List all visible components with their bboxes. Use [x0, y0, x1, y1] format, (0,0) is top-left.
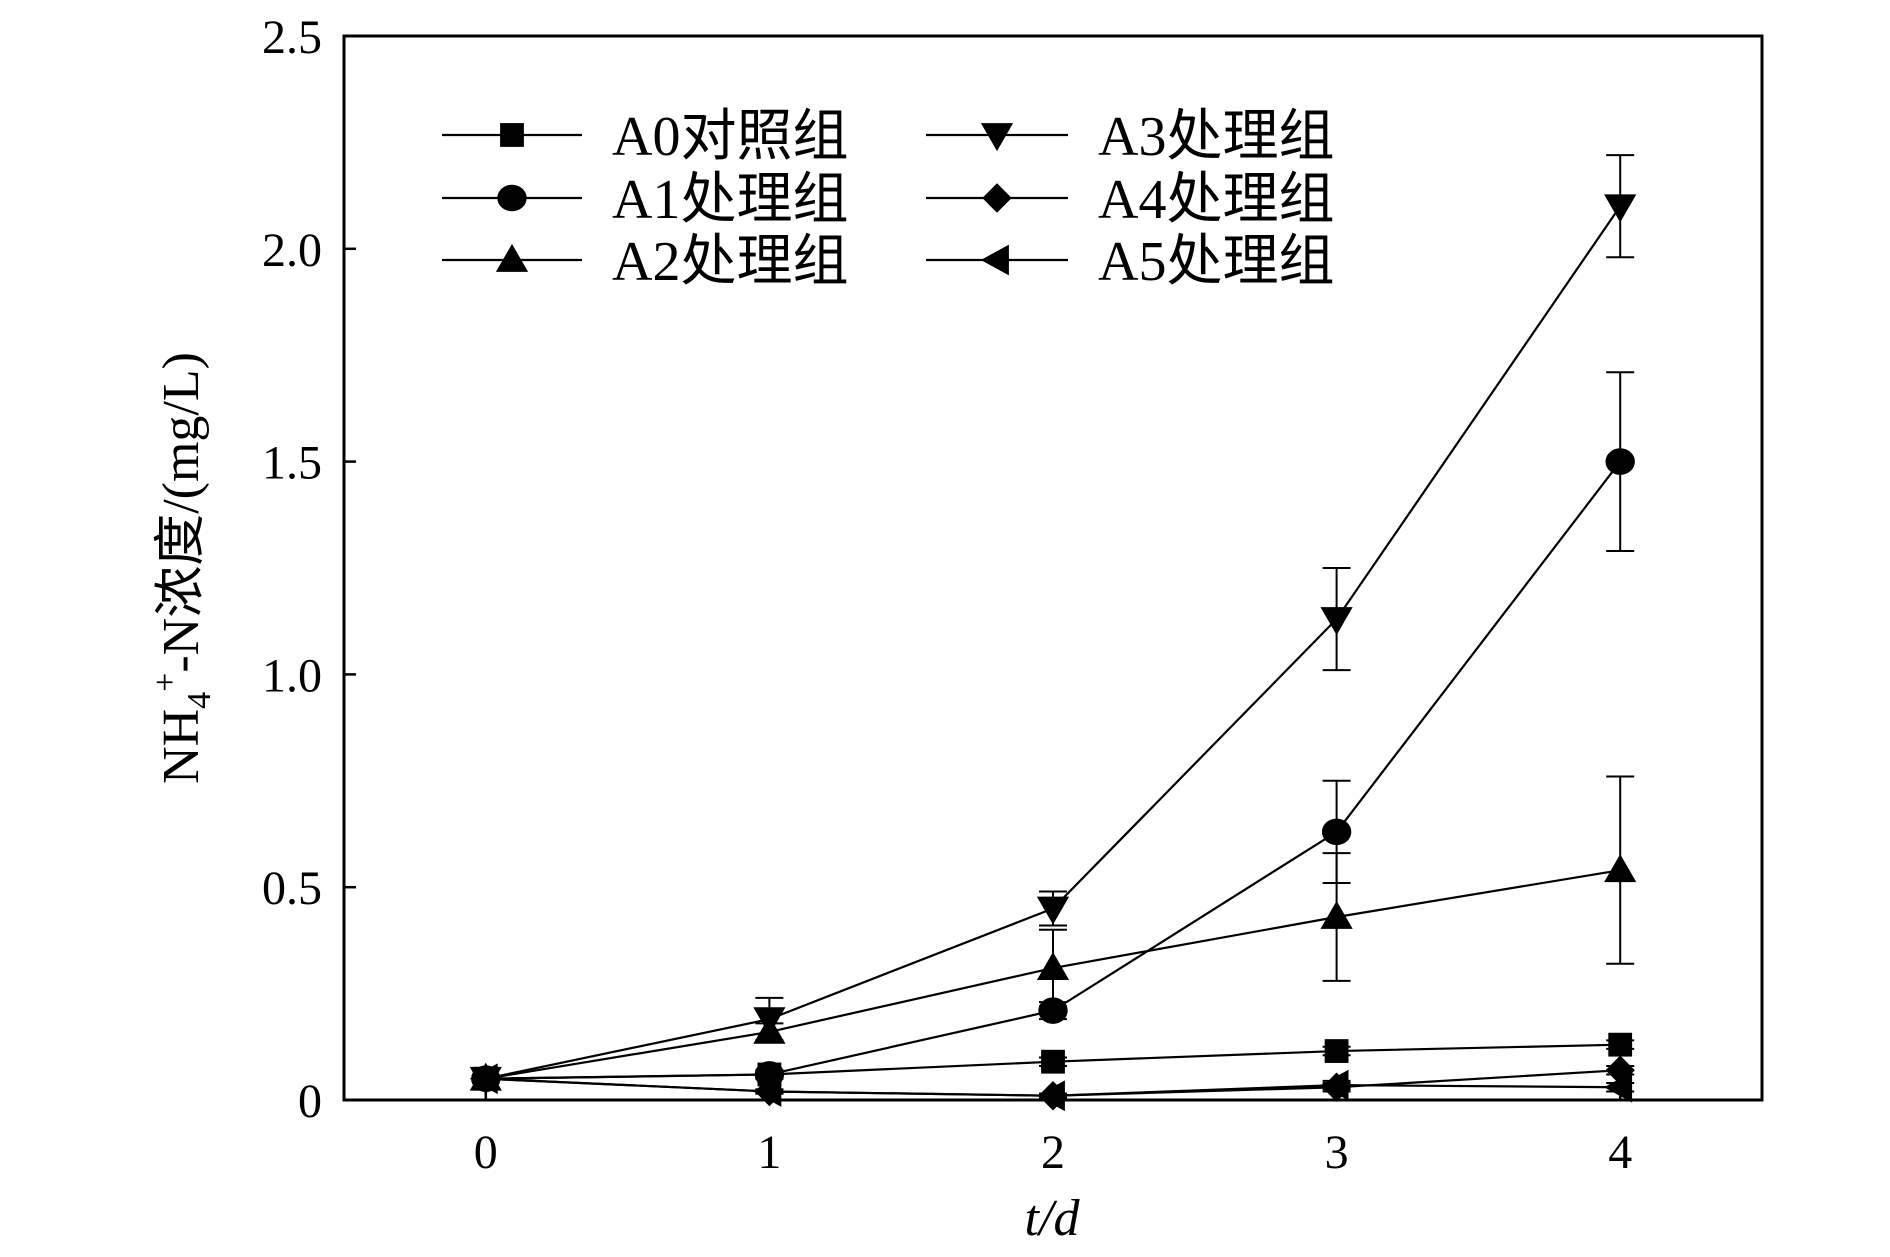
data-point	[1604, 194, 1637, 223]
x-tick-label: 0	[474, 1126, 498, 1179]
svg-text:NH4+-N浓度/(mg/L): NH4+-N浓度/(mg/L)	[147, 352, 218, 784]
legend-marker	[980, 244, 1009, 276]
legend-label: A1处理组	[612, 169, 848, 231]
y-tick-label: 1.0	[262, 649, 322, 702]
legend-marker	[982, 183, 1012, 213]
legend-label: A3处理组	[1098, 106, 1334, 168]
series-group	[469, 154, 1637, 1112]
legend-entry: A3处理组	[926, 106, 1334, 168]
data-point	[753, 1007, 786, 1036]
data-point	[1605, 448, 1635, 475]
legend-label: A5处理组	[1098, 231, 1334, 293]
data-point	[469, 1066, 502, 1095]
legend-entry: A5处理组	[926, 231, 1334, 293]
y-axis-title-sub: 4	[181, 692, 218, 709]
legend-label: A2处理组	[612, 231, 848, 293]
legend-entry: A4处理组	[926, 169, 1334, 231]
series-4	[469, 154, 1637, 1095]
legend-marker	[980, 123, 1014, 152]
y-axis-title-main: NH	[153, 709, 210, 784]
data-point	[1604, 1071, 1633, 1103]
x-tick-label: 1	[757, 1126, 781, 1179]
legend-marker	[497, 184, 527, 212]
data-point	[1036, 951, 1070, 980]
data-point	[1605, 1055, 1635, 1085]
y-tick-label: 0.5	[262, 862, 322, 915]
data-point	[1604, 854, 1637, 883]
data-point	[1324, 1039, 1349, 1063]
legend-entry: A1处理组	[442, 169, 848, 231]
data-point	[1320, 607, 1353, 636]
series-2	[471, 371, 1635, 1093]
y-axis-title-sup: +	[147, 673, 184, 692]
data-point	[1320, 1069, 1349, 1101]
data-point	[1320, 900, 1353, 929]
y-tick-label: 2.0	[262, 224, 322, 277]
series-1	[473, 1032, 1635, 1091]
data-point	[1041, 1049, 1065, 1074]
data-point	[754, 1061, 785, 1088]
y-axis-title: NH4+-N浓度/(mg/L)	[147, 352, 218, 784]
y-tick-label: 2.5	[262, 11, 322, 64]
ticks: 0 1 2 3 4 0 0.5 1.0 1.5 2.0 2.5	[262, 11, 1632, 1179]
y-tick-label: 0	[298, 1075, 322, 1128]
legend-label: A4处理组	[1098, 169, 1334, 231]
x-tick-label: 2	[1041, 1126, 1065, 1179]
data-point	[1321, 818, 1352, 846]
y-axis-title-rest: -N浓度/(mg/L)	[153, 352, 210, 673]
legend-entry: A2处理组	[442, 231, 848, 293]
data-point	[1608, 1032, 1633, 1057]
data-point	[1036, 1080, 1065, 1112]
legend-label: A0对照组	[612, 106, 848, 168]
series-3	[469, 775, 1637, 1091]
legend-marker	[500, 123, 524, 147]
legend-marker	[495, 243, 529, 272]
legend-entry: A0对照组	[442, 106, 848, 168]
data-point	[1036, 896, 1070, 925]
y-tick-label: 1.5	[262, 437, 322, 490]
x-tick-label: 4	[1608, 1126, 1632, 1179]
x-tick-label: 3	[1325, 1126, 1349, 1179]
x-axis-title: t/d	[1025, 1190, 1081, 1247]
data-point	[1038, 997, 1068, 1024]
